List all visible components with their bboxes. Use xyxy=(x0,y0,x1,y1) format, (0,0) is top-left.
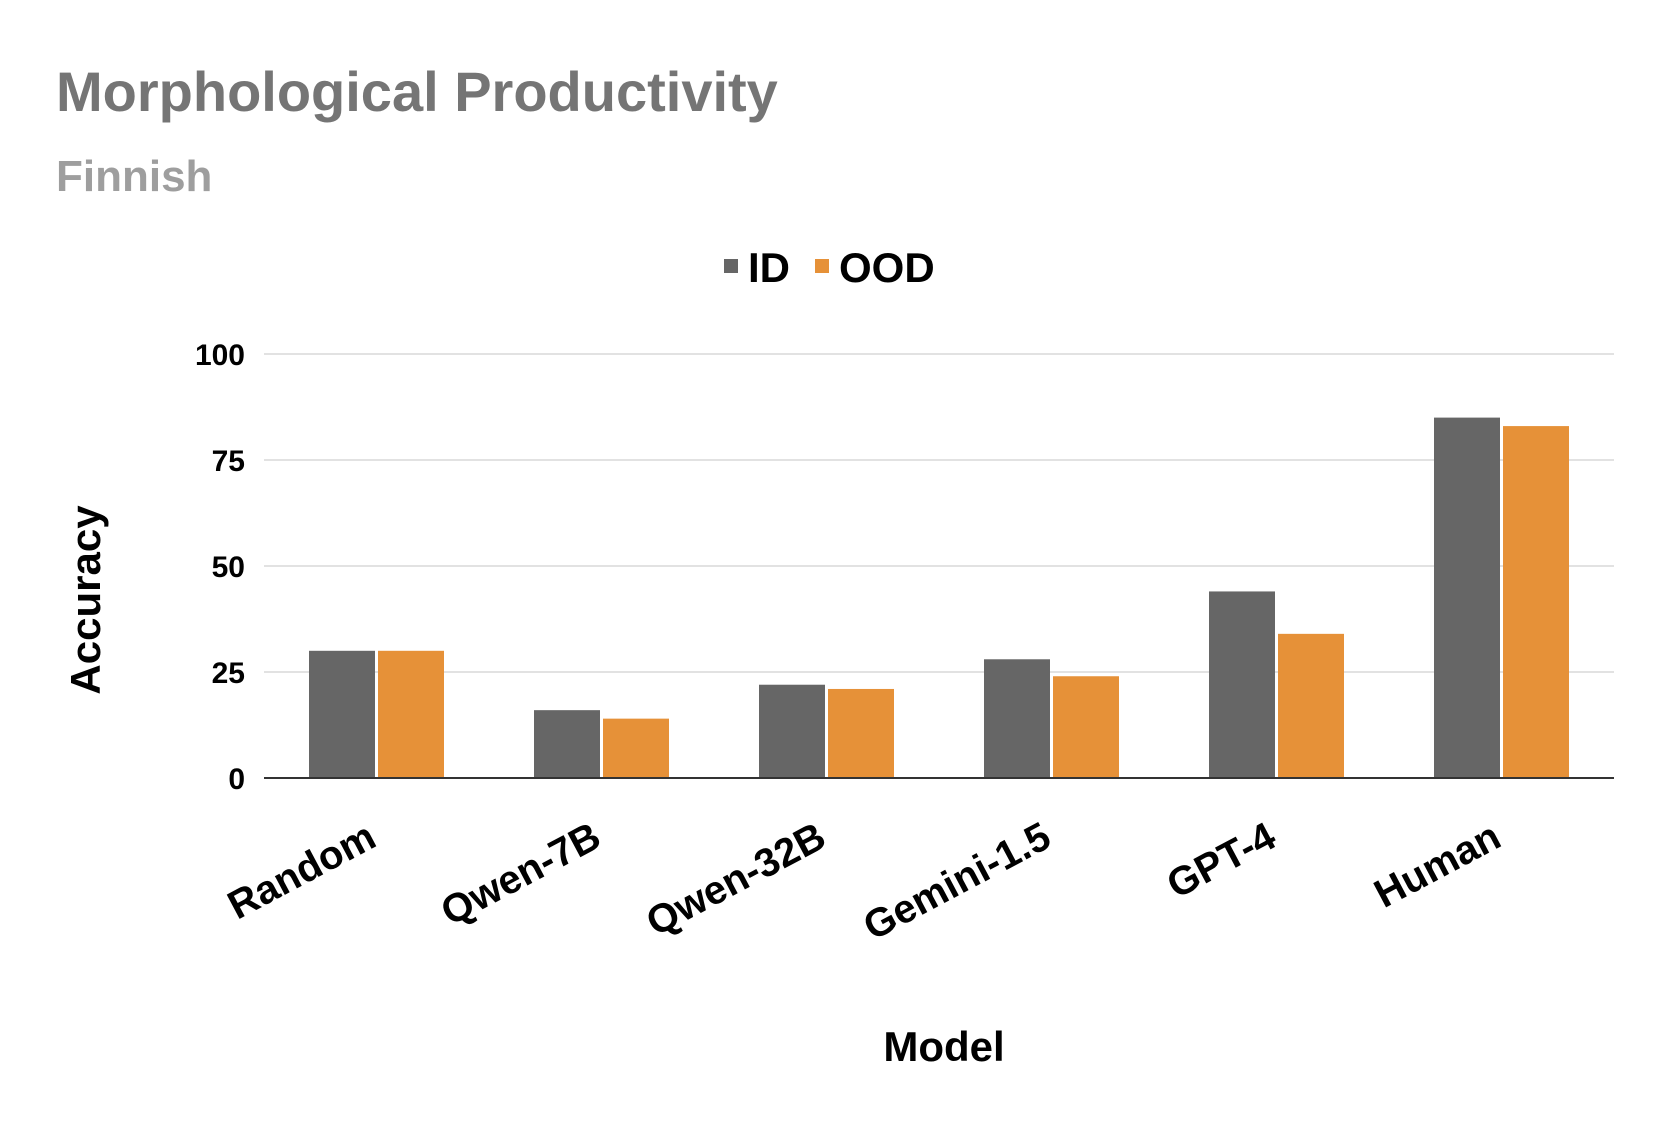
bar-id-human xyxy=(1434,417,1500,778)
y-axis-ticks: 0 25 50 75 100 xyxy=(195,339,245,796)
y-tick-label: 100 xyxy=(195,339,245,372)
bar-ood-qwen-7b xyxy=(603,718,669,778)
y-tick-label: 75 xyxy=(212,445,245,478)
bar-ood-gemini-1.5 xyxy=(1053,676,1119,778)
bar-id-gemini-1.5 xyxy=(984,659,1050,778)
bar-id-qwen-7b xyxy=(534,710,600,778)
y-tick-label: 50 xyxy=(212,551,245,584)
legend-label-ood: OOD xyxy=(839,244,935,291)
legend-swatch-ood xyxy=(815,259,829,273)
x-tick-label: Human xyxy=(1367,814,1507,916)
x-axis-title: Model xyxy=(883,1023,1004,1070)
x-tick-label: Random xyxy=(221,814,383,928)
bar-id-random xyxy=(309,650,375,778)
bars xyxy=(309,417,1569,778)
y-tick-label: 0 xyxy=(228,763,245,796)
chart-subtitle: Finnish xyxy=(56,152,212,201)
bar-ood-random xyxy=(378,650,444,778)
bar-ood-qwen-32b xyxy=(828,688,894,778)
legend-label-id: ID xyxy=(748,244,790,291)
chart-title: Morphological Productivity xyxy=(56,60,778,123)
bar-ood-gpt-4 xyxy=(1278,633,1344,778)
x-axis-labels: Random Qwen-7B Qwen-32B Gemini-1.5 GPT-4 Huma… xyxy=(221,814,1508,949)
bar-id-qwen-32b xyxy=(759,684,825,778)
x-tick-label: GPT-4 xyxy=(1160,814,1283,907)
legend: ID OOD xyxy=(724,244,935,291)
x-tick-label: Qwen-7B xyxy=(434,814,608,934)
y-tick-label: 25 xyxy=(212,657,245,690)
gridlines xyxy=(264,353,1614,673)
x-tick-label: Qwen-32B xyxy=(639,814,832,945)
y-axis-title: Accuracy xyxy=(62,505,109,695)
legend-swatch-id xyxy=(724,259,738,273)
bar-id-gpt-4 xyxy=(1209,591,1275,778)
x-tick-label: Gemini-1.5 xyxy=(856,814,1057,949)
bar-ood-human xyxy=(1503,426,1569,778)
